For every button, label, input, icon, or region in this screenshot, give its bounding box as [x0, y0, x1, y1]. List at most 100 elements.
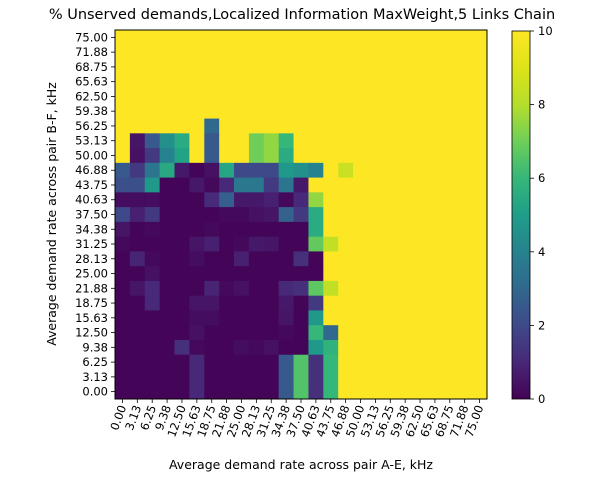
- heatmap-cell: [204, 162, 220, 178]
- heatmap-cell: [442, 177, 458, 193]
- heatmap-cell: [323, 266, 339, 282]
- heatmap-cell: [174, 251, 190, 267]
- heatmap-cell: [472, 177, 488, 193]
- heatmap-cell: [234, 266, 250, 282]
- heatmap-cell: [189, 133, 205, 149]
- heatmap-cell: [219, 133, 235, 149]
- heatmap-cell: [367, 384, 384, 400]
- heatmap-cell: [189, 59, 205, 75]
- colorbar-tick-label: 0: [538, 392, 545, 406]
- heatmap-cell: [472, 162, 488, 178]
- heatmap-cell: [472, 369, 488, 385]
- heatmap-cell: [308, 118, 324, 134]
- heatmap-cell: [248, 280, 265, 297]
- heatmap-cell: [338, 103, 354, 119]
- heatmap-cell: [248, 59, 265, 75]
- heatmap-cell: [174, 236, 190, 252]
- heatmap-cell: [367, 162, 384, 178]
- heatmap-cell: [204, 221, 220, 238]
- heatmap-cell: [278, 44, 294, 60]
- heatmap-cell: [129, 207, 146, 223]
- heatmap-cell: [189, 295, 205, 311]
- heatmap-cell: [263, 44, 280, 60]
- heatmap-cell: [144, 266, 161, 282]
- heatmap-cell: [412, 74, 428, 90]
- heatmap-cell: [129, 295, 146, 311]
- heatmap-cell: [174, 266, 190, 282]
- heatmap-cell: [189, 89, 205, 105]
- heatmap-cell: [115, 207, 131, 223]
- heatmap-cell: [174, 89, 190, 105]
- heatmap-cell: [293, 207, 309, 223]
- heatmap-cell: [263, 384, 280, 400]
- heatmap-cell: [278, 103, 294, 119]
- heatmap-cell: [427, 30, 443, 46]
- heatmap-cell: [442, 384, 458, 400]
- heatmap-cell: [427, 251, 443, 267]
- heatmap-cell: [263, 118, 280, 134]
- heatmap-cell: [397, 339, 413, 356]
- heatmap-cell: [115, 103, 131, 119]
- heatmap-cell: [367, 89, 384, 105]
- heatmap-cell: [248, 103, 265, 119]
- heatmap-cell: [323, 339, 339, 356]
- heatmap-cell: [427, 266, 443, 282]
- heatmap-cell: [189, 103, 205, 119]
- colorbar-tick-label: 6: [538, 171, 545, 185]
- heatmap-cell: [159, 369, 175, 385]
- heatmap-cell: [427, 133, 443, 149]
- heatmap-cell: [397, 369, 413, 385]
- heatmap-cell: [457, 221, 473, 238]
- heatmap-cell: [412, 207, 428, 223]
- heatmap-cell: [219, 118, 235, 134]
- heatmap-cell: [189, 251, 205, 267]
- heatmap-cell: [189, 280, 205, 297]
- heatmap-cell: [234, 325, 250, 341]
- heatmap-cell: [278, 339, 294, 356]
- heatmap-cell: [367, 251, 384, 267]
- heatmap-cell: [472, 59, 488, 75]
- heatmap-cell: [397, 177, 413, 193]
- heatmap-cell: [382, 280, 399, 297]
- heatmap-cell: [293, 236, 309, 252]
- heatmap-cell: [248, 89, 265, 105]
- heatmap-cell: [367, 74, 384, 90]
- heatmap-cell: [367, 339, 384, 356]
- heatmap-cell: [412, 295, 428, 311]
- heatmap-cell: [472, 266, 488, 282]
- heatmap-cell: [412, 192, 428, 208]
- heatmap-cell: [412, 162, 428, 178]
- heatmap-cell: [472, 354, 488, 370]
- colorbar-tick-label: 2: [538, 318, 545, 332]
- heatmap-cell: [234, 118, 250, 134]
- heatmap-cell: [159, 266, 175, 282]
- heatmap-cell: [219, 384, 235, 400]
- heatmap-cell: [353, 103, 369, 119]
- heatmap-cell: [144, 44, 161, 60]
- heatmap-cell: [427, 162, 443, 178]
- heatmap-cell: [293, 148, 309, 164]
- heatmap-cell: [204, 251, 220, 267]
- heatmap-cell: [293, 89, 309, 105]
- heatmap-cell: [338, 89, 354, 105]
- y-tick-label: 65.63: [75, 75, 108, 89]
- heatmap-cell: [234, 30, 250, 46]
- heatmap-cell: [338, 162, 354, 178]
- heatmap-cell: [382, 177, 399, 193]
- heatmap-cell: [353, 236, 369, 252]
- heatmap-cell: [323, 251, 339, 267]
- heatmap-cell: [457, 354, 473, 370]
- heatmap-cell: [219, 310, 235, 326]
- heatmap-cell: [248, 384, 265, 400]
- y-tick-label: 0.00: [82, 385, 108, 399]
- y-tick-label: 6.25: [82, 355, 108, 369]
- heatmap-cell: [367, 221, 384, 238]
- heatmap-cell: [189, 221, 205, 238]
- heatmap-cell: [263, 369, 280, 385]
- heatmap-cell: [457, 89, 473, 105]
- heatmap-cell: [457, 148, 473, 164]
- heatmap-cell: [397, 236, 413, 252]
- heatmap-cell: [293, 339, 309, 356]
- heatmap-cell: [189, 74, 205, 90]
- heatmap-cell: [323, 325, 339, 341]
